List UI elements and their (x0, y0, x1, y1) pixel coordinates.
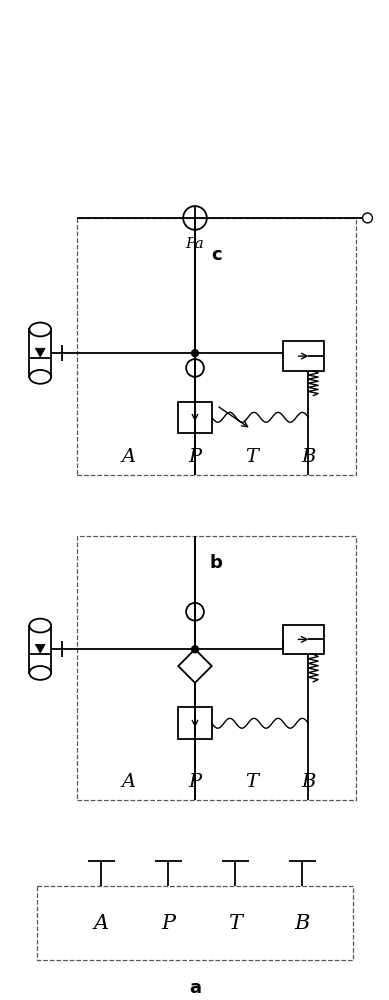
Circle shape (191, 350, 198, 357)
Polygon shape (35, 644, 45, 653)
Polygon shape (35, 348, 45, 357)
Text: c: c (211, 246, 221, 264)
Bar (283, 625, 324, 654)
Bar (283, 341, 324, 371)
Text: B: B (301, 448, 315, 466)
Bar (77, 218, 356, 475)
Bar (178, 707, 212, 739)
Text: P: P (161, 914, 175, 933)
Polygon shape (178, 649, 212, 683)
Text: b: b (210, 554, 223, 572)
Text: T: T (228, 914, 242, 933)
Ellipse shape (30, 619, 51, 632)
Bar (178, 402, 212, 433)
Ellipse shape (30, 370, 51, 384)
Text: T: T (245, 773, 258, 791)
Text: P: P (188, 773, 202, 791)
Text: Pa: Pa (186, 237, 204, 251)
Ellipse shape (30, 323, 51, 336)
Ellipse shape (30, 666, 51, 680)
Bar (37, 886, 353, 960)
Text: B: B (301, 773, 315, 791)
Text: P: P (188, 448, 202, 466)
Bar (77, 536, 356, 800)
Text: B: B (295, 914, 310, 933)
Bar (30, 626, 51, 673)
Text: T: T (245, 448, 258, 466)
Text: A: A (122, 773, 136, 791)
Text: A: A (94, 914, 109, 933)
Text: a: a (189, 979, 201, 997)
Bar (30, 329, 51, 377)
Text: A: A (122, 448, 136, 466)
Circle shape (191, 646, 198, 653)
